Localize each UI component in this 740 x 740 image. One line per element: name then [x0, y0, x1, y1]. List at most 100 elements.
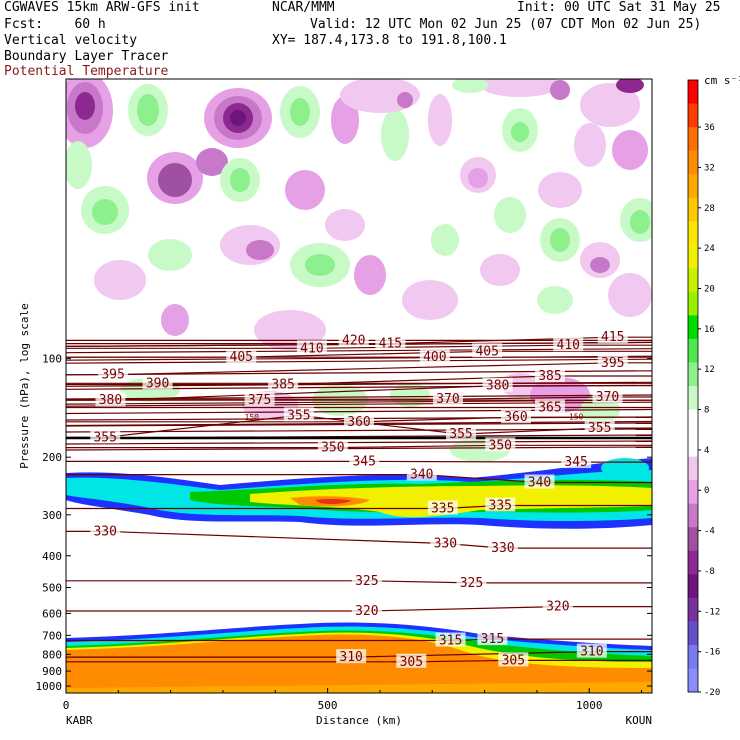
theta-label-bg [375, 335, 406, 350]
theta-label-bg [482, 377, 513, 392]
theta-label-bg [597, 329, 628, 344]
colorbar-swatch [688, 338, 698, 363]
theta-label-bg [317, 439, 348, 454]
theta-label-bg [487, 540, 518, 555]
theta-label-bg [226, 349, 257, 364]
theta-small-label: 150 [569, 412, 584, 421]
theta-label: 395 [101, 368, 124, 383]
theta-label: 305 [400, 655, 423, 670]
theta-label-bg [351, 603, 382, 618]
theta-label: 360 [347, 415, 370, 430]
colorbar-swatch [688, 409, 698, 434]
colorbar-tick-label: -20 [704, 688, 720, 698]
theta-label-bg [98, 366, 129, 381]
colorbar-swatch [688, 127, 698, 152]
y-axis: 100 200 300 400 500 600 700 800 900 1000 [36, 353, 652, 693]
theta-label: 405 [475, 344, 498, 359]
theta-contour-340 [66, 474, 652, 484]
theta-contour-350 [66, 444, 652, 449]
header-line4-left: Boundary Layer Tracer [4, 49, 169, 64]
x-tick-label: 0 [63, 699, 70, 712]
colorbar-swatch [688, 621, 698, 646]
theta-label: 320 [546, 600, 569, 615]
theta-label: 375 [248, 393, 271, 408]
theta-label: 330 [434, 537, 457, 552]
x-tick-label: 1000 [576, 699, 603, 712]
colorbar-frame [687, 79, 699, 693]
colorbar-swatch [688, 103, 698, 128]
theta-label-bg [406, 466, 437, 481]
header-line3-right: XY= 187.4,173.8 to 191.8,100.1 [272, 33, 507, 48]
colorbar-tick-label: 12 [704, 365, 715, 375]
theta-label: 395 [601, 356, 624, 371]
theta-contour-310 [66, 651, 652, 658]
theta-label: 345 [352, 454, 375, 469]
theta-label-bg [419, 349, 450, 364]
theta-label: 370 [596, 390, 619, 405]
theta-label-bg [349, 453, 380, 468]
theta-label: 315 [439, 634, 462, 649]
theta-label-bg [477, 631, 508, 646]
theta-label-bg [90, 523, 121, 538]
x-endpoint-left: KABR [66, 714, 93, 727]
colorbar-swatch [688, 268, 698, 293]
theta-contour-325 [66, 580, 652, 584]
theta-label: 355 [287, 408, 310, 423]
y-axis-label: Pressure (hPa), log scale [18, 303, 31, 469]
theta-contour-minor [66, 355, 652, 361]
theta-label-bg [592, 389, 623, 404]
colorbar-swatch [688, 244, 698, 269]
theta-label-bg [432, 391, 463, 406]
header-line3-left: Vertical velocity [4, 33, 138, 48]
theta-label: 365 [538, 400, 561, 415]
colorbar-swatch [688, 221, 698, 246]
theta-label-bg [498, 652, 529, 667]
header-line2-left: Fcst: 60 h [4, 17, 106, 32]
theta-label: 405 [230, 350, 253, 365]
colorbar-swatch [688, 315, 698, 340]
colorbar-tick-label: 24 [704, 244, 715, 254]
theta-label-bg [553, 337, 584, 352]
x-axis: 0 500 1000 [63, 688, 643, 712]
theta-label-bg [268, 376, 299, 391]
theta-label-bg [95, 392, 126, 407]
theta-label-bg [446, 426, 477, 441]
theta-label-bg [283, 407, 314, 422]
theta-label-bg [427, 500, 458, 515]
colorbar-swatch [688, 644, 698, 669]
colorbar-swatch [688, 597, 698, 622]
colorbar-swatch [688, 480, 698, 505]
colorbar-swatch [688, 574, 698, 599]
theta-contour-345 [66, 460, 652, 463]
theta-label: 340 [528, 476, 551, 491]
theta-contour-315 [66, 638, 652, 642]
colorbar-swatch [688, 291, 698, 316]
theta-label: 335 [489, 499, 512, 514]
theta-contour-dense [66, 428, 652, 433]
theta-contour-minor [66, 394, 652, 400]
theta-label: 380 [486, 379, 509, 394]
theta-label: 410 [300, 341, 323, 356]
y-tick-label: 400 [42, 550, 62, 563]
theta-label-bg [396, 653, 427, 668]
theta-small-label: 150 [245, 413, 260, 422]
theta-label: 350 [321, 441, 344, 456]
y-tick-label: 300 [42, 509, 62, 522]
theta-label: 325 [460, 576, 483, 591]
theta-label-bg [561, 454, 592, 469]
colorbar-swatch [688, 80, 698, 105]
colorbar-swatch [688, 386, 698, 411]
y-tick-label: 800 [42, 648, 62, 661]
theta-contour-385 [66, 375, 652, 386]
theta-label-bg [338, 332, 369, 347]
header-line1-center: NCAR/MMM [272, 0, 335, 15]
theta-label: 410 [557, 338, 580, 353]
theta-label-bg [584, 420, 615, 435]
theta-label: 360 [504, 410, 527, 425]
y-tick-label: 500 [42, 581, 62, 594]
x-axis-label: Distance (km) [316, 714, 402, 727]
theta-label: 385 [271, 378, 294, 393]
colorbar: 36 32 28 24 20 16 12 8 4 0 -4 -8 -12 -16 -20 [687, 79, 720, 698]
theta-label-bg [244, 392, 275, 407]
theta-label: 345 [564, 455, 587, 470]
